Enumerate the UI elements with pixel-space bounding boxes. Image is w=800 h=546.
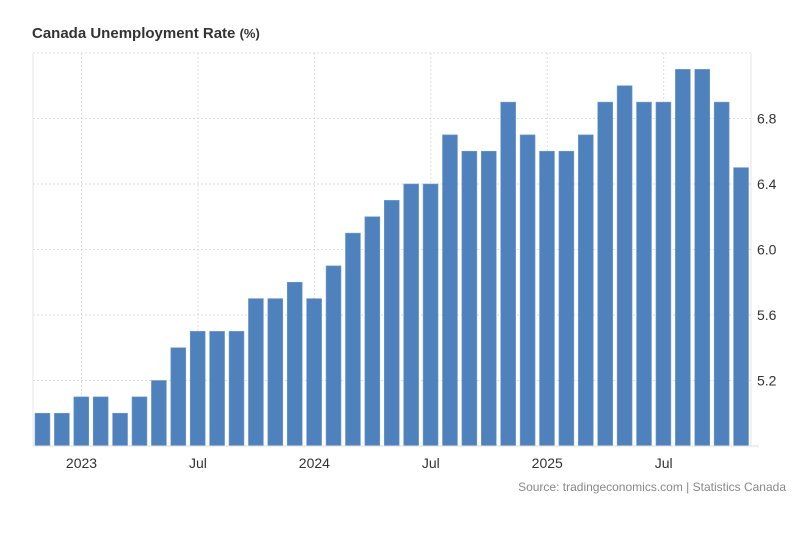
bar-2025-07 bbox=[655, 101, 672, 447]
bar-2024-01 bbox=[306, 298, 322, 447]
y-tick-label: 5.6 bbox=[757, 307, 777, 323]
x-tick-label: Jul bbox=[189, 455, 207, 471]
bar-2022-12 bbox=[54, 412, 70, 447]
bar-2023-11 bbox=[267, 298, 284, 447]
bar-2025-02 bbox=[558, 150, 575, 447]
bar-2023-03 bbox=[112, 412, 128, 447]
bar-2025-01 bbox=[539, 150, 555, 447]
y-tick-label: 6.8 bbox=[757, 111, 777, 127]
title-unit: (%) bbox=[239, 26, 260, 41]
bar-2025-03 bbox=[578, 134, 594, 447]
bar-2025-05 bbox=[616, 85, 633, 447]
bar-2025-11 bbox=[733, 167, 749, 447]
title-text: Canada Unemployment Rate bbox=[32, 25, 236, 42]
bar-2023-04 bbox=[131, 396, 148, 447]
bar-2024-10 bbox=[481, 150, 497, 447]
bar-2023-10 bbox=[248, 298, 264, 447]
x-tick-label: 2025 bbox=[532, 455, 563, 471]
bar-2025-09 bbox=[694, 69, 710, 447]
bar-2023-12 bbox=[286, 281, 303, 447]
y-tick-label: 5.2 bbox=[757, 373, 777, 389]
bar-2025-10 bbox=[713, 101, 730, 447]
bar-2024-02 bbox=[325, 265, 342, 447]
bar-2024-03 bbox=[345, 232, 361, 447]
bar-2023-08 bbox=[209, 331, 225, 447]
bar-2024-04 bbox=[364, 216, 381, 447]
bar-2023-05 bbox=[151, 380, 167, 447]
bar-2025-08 bbox=[675, 69, 691, 447]
bar-2024-12 bbox=[519, 134, 536, 447]
chart-title: Canada Unemployment Rate (%) bbox=[32, 25, 260, 42]
bar-2023-09 bbox=[228, 331, 245, 447]
bar-2024-06 bbox=[403, 183, 419, 447]
x-tick-label: Jul bbox=[655, 455, 673, 471]
x-tick-label: 2024 bbox=[299, 455, 330, 471]
bar-2023-02 bbox=[92, 396, 109, 447]
bar-2023-06 bbox=[170, 347, 187, 447]
bar-2024-08 bbox=[442, 134, 458, 447]
y-tick-label: 6.0 bbox=[757, 242, 777, 258]
bar-2023-01 bbox=[73, 396, 90, 447]
bar-2024-11 bbox=[500, 101, 516, 447]
bar-2024-07 bbox=[422, 183, 439, 447]
bar-2023-07 bbox=[189, 331, 206, 447]
x-tick-label: 2023 bbox=[66, 455, 97, 471]
bar-2024-05 bbox=[383, 200, 400, 447]
bar-2022-11 bbox=[34, 412, 51, 447]
y-tick-label: 6.4 bbox=[757, 176, 777, 192]
bar-2025-04 bbox=[597, 101, 613, 447]
bar-2024-09 bbox=[461, 150, 478, 447]
source-note: Source: tradingeconomics.com | Statistic… bbox=[518, 480, 786, 494]
x-tick-label: Jul bbox=[422, 455, 440, 471]
bar-2025-06 bbox=[636, 101, 652, 447]
